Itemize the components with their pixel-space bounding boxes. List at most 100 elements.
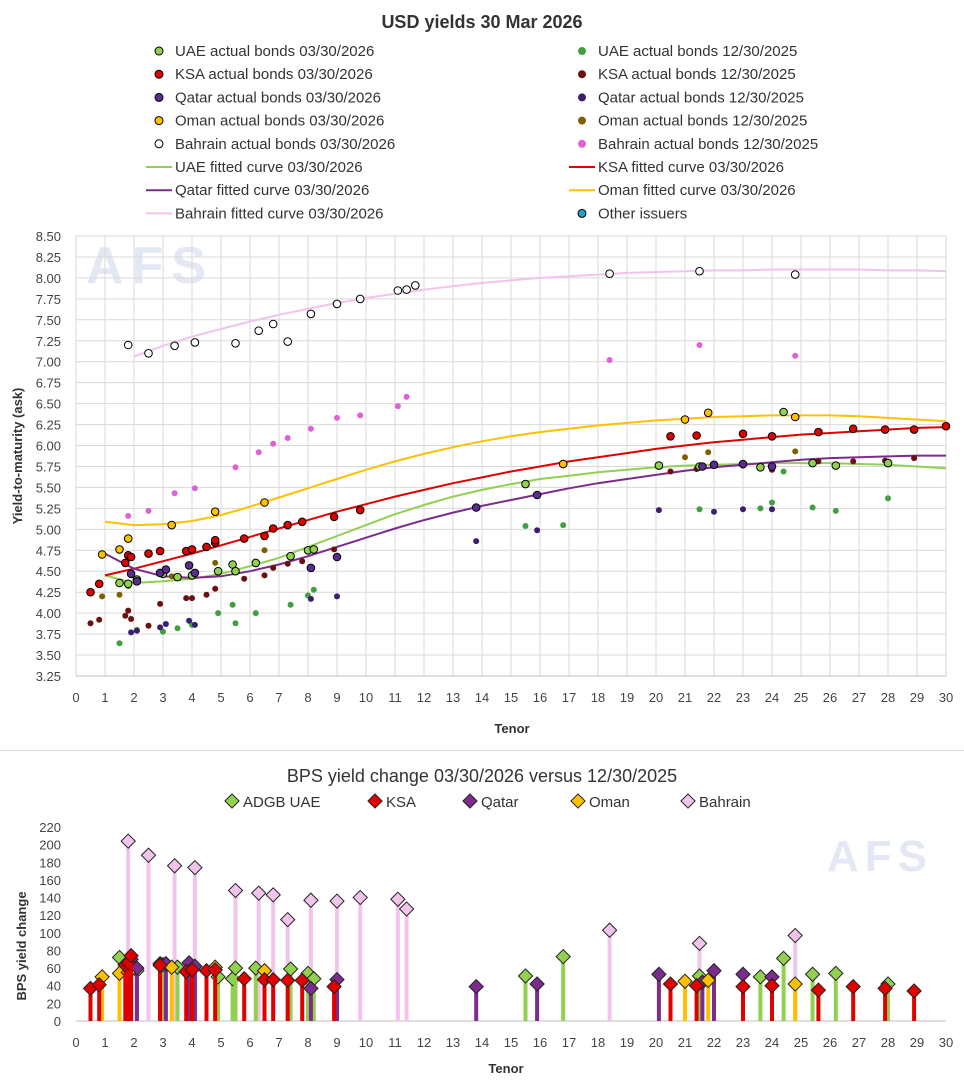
point-qatar-actual-bonds-12-30-2025 (128, 629, 135, 636)
y-tick-label: 6.75 (36, 376, 61, 391)
x-tick-label: 2 (130, 690, 137, 705)
y-tick-label: 4.75 (36, 543, 61, 558)
point-qatar-actual-bonds-12-30-2025 (186, 617, 193, 624)
x-tick-label: 15 (504, 1035, 518, 1050)
point-oman-actual-bonds-03-30-2026 (260, 498, 269, 507)
marker-adgb-uae (517, 968, 534, 984)
x-tick-label: 16 (533, 690, 547, 705)
legend-label-qatar-fitted-curve-03-30-2026: Qatar fitted curve 03/30/2026 (175, 182, 369, 199)
point-qatar-actual-bonds-03-30-2026 (767, 462, 777, 471)
y-tick-label: 5.00 (36, 522, 61, 537)
y-tick-label: 40 (47, 979, 61, 994)
point-uae-actual-bonds-03-30-2026 (213, 566, 223, 576)
point-uae-actual-bonds-03-30-2026 (779, 407, 788, 417)
legend-marker-qatar-actual-bonds-12-30-2025 (578, 93, 586, 102)
legend-label-uae-actual-bonds-03-30-2026: UAE actual bonds 03/30/2026 (175, 43, 374, 60)
bps-chart-title: BPS yield change 03/30/2026 versus 12/30… (287, 766, 677, 786)
x-tick-label: 12 (417, 1035, 431, 1050)
point-qatar-actual-bonds-03-30-2026 (332, 552, 342, 562)
point-ksa-actual-bonds-12-30-2025 (331, 546, 338, 553)
marker-adgb-uae (282, 961, 299, 977)
watermark-text: AFS (86, 237, 214, 295)
point-ksa-actual-bonds-12-30-2025 (203, 591, 210, 598)
point-uae-actual-bonds-03-30-2026 (309, 545, 319, 554)
x-tick-label: 24 (765, 690, 779, 705)
x-tick-label: 26 (823, 690, 837, 705)
legend-label-ksa-actual-bonds-03-30-2026: KSA actual bonds 03/30/2026 (175, 66, 373, 83)
legend-label-uae-fitted-curve-03-30-2026: UAE fitted curve 03/30/2026 (175, 159, 363, 176)
point-ksa-actual-bonds-03-30-2026 (738, 429, 748, 439)
point-uae-actual-bonds-12-30-2025 (229, 601, 236, 608)
point-ksa-actual-bonds-12-30-2025 (284, 560, 291, 567)
x-tick-label: 21 (678, 690, 692, 705)
qatar-fitted-curve (104, 454, 946, 579)
point-bahrain-actual-bonds-03-30-2026 (411, 281, 420, 290)
x-tick-label: 3 (159, 1035, 166, 1050)
marker-bahrain (601, 922, 618, 938)
point-oman-actual-bonds-12-30-2025 (168, 573, 175, 580)
marker-qatar (303, 980, 319, 997)
point-oman-actual-bonds-12-30-2025 (261, 547, 268, 554)
x-tick-label: 10 (359, 1035, 373, 1050)
point-ksa-actual-bonds-12-30-2025 (189, 595, 195, 602)
point-ksa-actual-bonds-03-30-2026 (941, 421, 951, 431)
point-bahrain-actual-bonds-03-30-2026 (268, 319, 278, 329)
legend-label-bahrain: Bahrain (699, 794, 751, 811)
legend-label-oman: Oman (589, 794, 630, 811)
point-bahrain-actual-bonds-12-30-2025 (191, 485, 198, 492)
point-ksa-actual-bonds-03-30-2026 (155, 546, 165, 556)
point-uae-actual-bonds-03-30-2026 (521, 479, 530, 489)
fitted-curves (104, 268, 947, 585)
point-oman-actual-bonds-03-30-2026 (703, 408, 713, 418)
x-tick-label: 13 (446, 1035, 460, 1050)
point-qatar-actual-bonds-03-30-2026 (698, 462, 707, 471)
x-tick-label: 5 (217, 1035, 224, 1050)
x-tick-label: 0 (72, 690, 79, 705)
y-tick-label: 6.50 (36, 397, 61, 412)
point-ksa-actual-bonds-12-30-2025 (125, 607, 132, 614)
point-oman-actual-bonds-03-30-2026 (167, 520, 176, 530)
x-tick-label: 9 (333, 1035, 340, 1050)
legend-marker-qatar-actual-bonds-03-30-2026 (154, 92, 164, 102)
marker-bahrain (166, 858, 183, 874)
point-bahrain-actual-bonds-12-30-2025 (232, 464, 239, 471)
point-uae-actual-bonds-12-30-2025 (252, 610, 259, 617)
x-tick-label: 24 (765, 1035, 779, 1050)
point-bahrain-actual-bonds-03-30-2026 (283, 337, 293, 346)
marker-ksa (123, 947, 139, 964)
point-uae-actual-bonds-12-30-2025 (885, 495, 891, 502)
y-tick-label: 4.25 (36, 585, 61, 600)
marker-adgb-uae (227, 960, 244, 976)
point-bahrain-actual-bonds-12-30-2025 (125, 512, 132, 519)
x-tick-label: 4 (188, 1035, 195, 1050)
point-ksa-actual-bonds-03-30-2026 (283, 520, 293, 530)
point-qatar-actual-bonds-03-30-2026 (126, 569, 136, 579)
x-tick-label: 23 (736, 690, 750, 705)
legend-marker-oman-actual-bonds-03-30-2026 (154, 116, 164, 126)
x-tick-label: 16 (533, 1035, 547, 1050)
x-tick-label: 15 (504, 690, 518, 705)
marker-adgb-uae (752, 969, 769, 985)
point-bahrain-actual-bonds-03-30-2026 (393, 286, 403, 295)
point-qatar-actual-bonds-03-30-2026 (306, 563, 316, 573)
point-bahrain-actual-bonds-12-30-2025 (284, 435, 291, 441)
point-bahrain-actual-bonds-12-30-2025 (792, 352, 799, 359)
legend-marker-qatar (462, 793, 478, 809)
x-tick-label: 2 (130, 1035, 137, 1050)
point-qatar-actual-bonds-03-30-2026 (184, 561, 194, 570)
y-tick-label: 5.75 (36, 459, 61, 474)
point-ksa-actual-bonds-03-30-2026 (121, 558, 130, 568)
point-ksa-actual-bonds-03-30-2026 (329, 512, 339, 522)
legend-label-ksa: KSA (386, 794, 416, 811)
point-qatar-actual-bonds-12-30-2025 (133, 627, 140, 634)
point-uae-actual-bonds-12-30-2025 (287, 601, 294, 608)
x-tick-label: 20 (649, 690, 663, 705)
legend-marker-bahrain-actual-bonds-03-30-2026 (154, 139, 164, 149)
y-tick-label: 7.25 (36, 334, 61, 349)
point-uae-actual-bonds-12-30-2025 (696, 506, 703, 513)
point-ksa-actual-bonds-12-30-2025 (183, 595, 190, 602)
y-tick-label: 4.50 (36, 564, 61, 579)
point-ksa-actual-bonds-03-30-2026 (126, 552, 136, 562)
y-tick-label: 20 (47, 996, 61, 1011)
marker-qatar (468, 978, 484, 995)
